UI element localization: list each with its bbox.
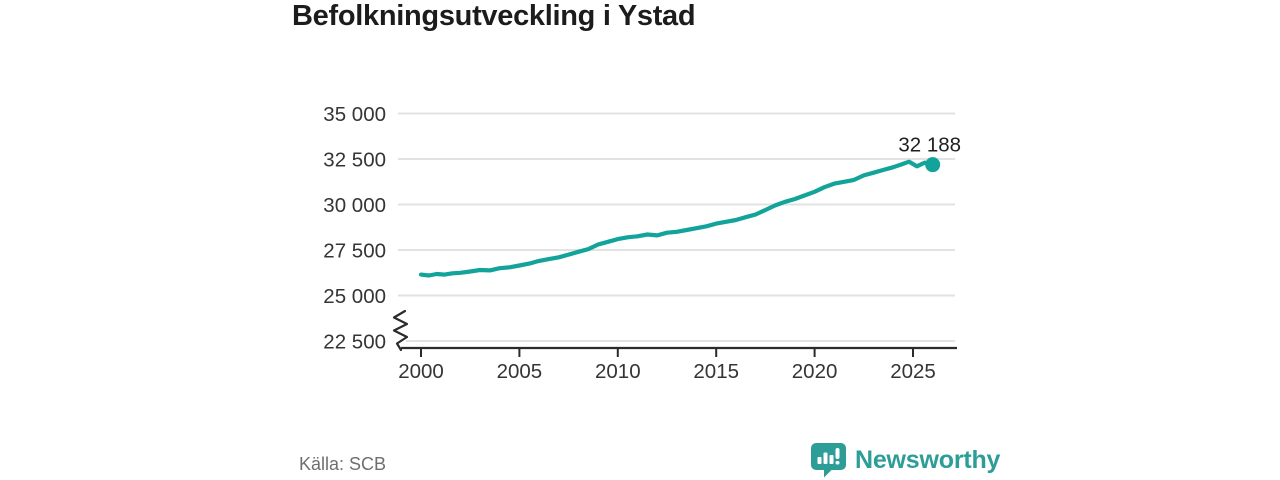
end-value-label: 32 188	[898, 134, 961, 157]
y-tick-label: 32 500	[323, 149, 386, 172]
y-tick-label: 35 000	[323, 103, 386, 126]
newsworthy-bubble-chart-icon	[810, 442, 847, 478]
y-tick-label: 30 000	[323, 194, 386, 217]
x-tick-label: 2000	[398, 360, 444, 383]
population-series-line	[418, 159, 935, 278]
chart-title: Befolkningsutveckling i Ystad	[292, 0, 696, 32]
x-tick-label: 2010	[595, 360, 641, 383]
x-tick-label: 2020	[792, 360, 838, 383]
y-tick-label: 22 500	[323, 331, 386, 354]
y-tick-label: 27 500	[323, 240, 386, 263]
y-tick-label: 25 000	[323, 285, 386, 308]
series-end-dot	[925, 157, 941, 173]
source-label: Källa: SCB	[299, 454, 387, 474]
newsworthy-wordmark: Newsworthy	[855, 445, 1001, 474]
axis-break-icon	[392, 309, 409, 352]
x-tick-label: 2005	[497, 360, 543, 383]
x-tick-label: 2015	[693, 360, 739, 383]
x-tick-label: 2025	[890, 360, 936, 383]
newsworthy-logo: Newsworthy	[810, 442, 1000, 478]
